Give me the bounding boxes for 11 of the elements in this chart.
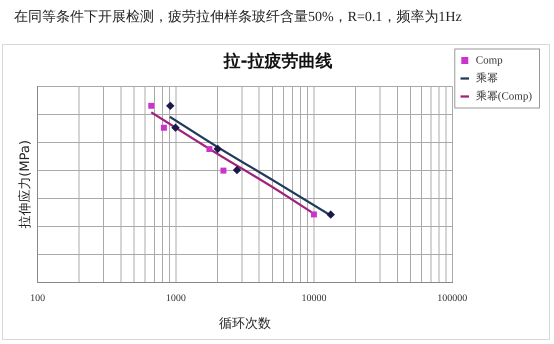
legend-label: Comp	[476, 54, 504, 66]
text: 在同等条件下开展检测，疲劳拉伸样条玻纤含量50%，R=0.1，频率为1Hz	[14, 8, 462, 26]
x-tick-label: 1000	[166, 293, 186, 304]
legend-label: 乘幂	[476, 71, 498, 84]
x-tick-label: 100	[30, 293, 46, 304]
x-tick-label: 10000	[302, 293, 327, 304]
x-axis-title: 循环次数	[218, 316, 271, 332]
y-axis-title: 拉伸应力(MPa)	[17, 140, 34, 229]
chart-title: 拉-拉疲劳曲线	[222, 52, 333, 72]
legend-label: 乘幂(Comp)	[476, 89, 532, 102]
x-tick-label: 100000	[437, 293, 468, 304]
